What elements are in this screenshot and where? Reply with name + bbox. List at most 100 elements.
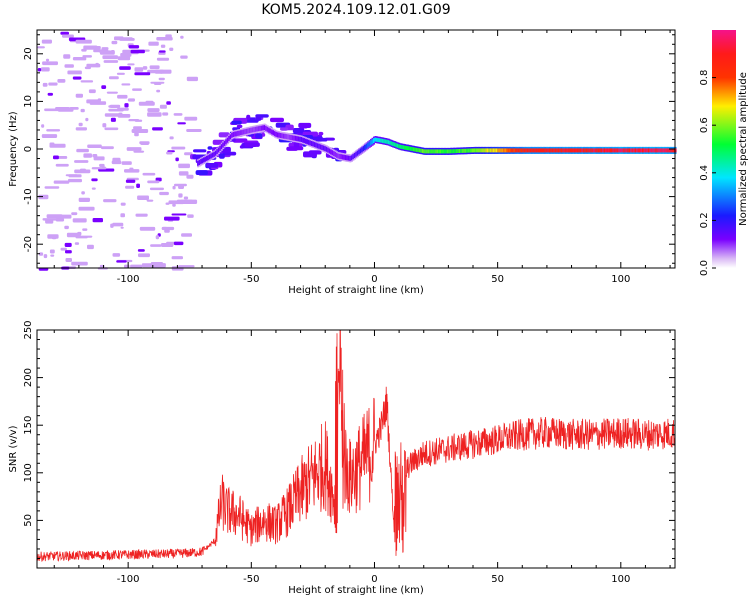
ridge-cell	[591, 148, 594, 153]
ridge-cell	[402, 145, 405, 150]
ridge-cell	[299, 136, 302, 142]
ridge-cell	[441, 149, 444, 154]
ridge-cell	[544, 148, 547, 153]
snr-frame	[36, 329, 676, 569]
ridge-cell	[328, 148, 331, 154]
noise-cell	[75, 93, 83, 98]
signal-cell	[219, 153, 225, 159]
ridge-cell	[362, 146, 365, 152]
ridge-cell	[405, 145, 408, 150]
ridge-cell	[222, 142, 225, 148]
noise-cell	[186, 76, 198, 82]
noise-cell	[103, 60, 119, 63]
ridge-cell	[581, 148, 584, 153]
ridge-cell	[472, 148, 475, 153]
noise-cell	[64, 242, 72, 247]
noise-cell	[44, 108, 60, 112]
ridge-cell	[531, 148, 534, 153]
ridge-cell	[538, 148, 541, 153]
ridge-cell	[537, 148, 540, 153]
noise-cell	[103, 199, 117, 203]
ridge-cell	[302, 137, 305, 143]
signal-cell	[218, 132, 230, 138]
ridge-cell	[228, 136, 231, 141]
signal-cell	[270, 117, 284, 123]
colorbar-tick-label: 0.2	[699, 212, 710, 228]
noise-cell	[119, 66, 131, 70]
noise-cell	[72, 57, 87, 61]
ridge-cell	[365, 143, 368, 149]
noise-cell	[166, 101, 171, 105]
ridge-cell	[464, 148, 467, 153]
noise-cell	[137, 195, 149, 200]
ridge-cell	[284, 133, 287, 139]
noise-cell	[152, 127, 163, 131]
noise-cell	[159, 191, 169, 196]
ridge-cell	[296, 136, 299, 142]
ridge-cell	[498, 148, 501, 153]
ridge-cell	[457, 149, 460, 153]
noise-cell	[149, 187, 164, 191]
signal-cell	[255, 115, 262, 121]
noise-cell	[37, 46, 45, 49]
ridge-cell	[344, 155, 347, 161]
ridge-cell	[491, 148, 494, 153]
noise-cell	[134, 119, 143, 122]
noise-cell	[74, 160, 89, 163]
ridge-cell	[337, 153, 340, 159]
ridge-cell	[566, 148, 569, 153]
noise-cell	[42, 82, 48, 87]
noise-cell	[178, 163, 190, 169]
noise-cell	[147, 108, 160, 112]
ridge-cell	[269, 128, 272, 134]
ridge-cell	[486, 148, 489, 153]
ridge-cell	[399, 144, 402, 149]
ridge-cell	[557, 148, 560, 153]
noise-cell	[172, 203, 176, 207]
ridge-cell	[619, 148, 622, 153]
noise-cell	[117, 107, 129, 111]
ridge-cell	[322, 145, 325, 151]
noise-cell	[134, 72, 151, 76]
ridge-cell	[350, 155, 353, 161]
signal-cell	[207, 146, 213, 150]
ridge-cell	[211, 152, 214, 158]
noise-cell	[132, 88, 142, 91]
ridge-cell	[370, 140, 373, 146]
ridge-cell	[553, 148, 556, 153]
noise-cell	[74, 242, 80, 245]
noise-cell	[187, 214, 194, 218]
ridge-cell	[421, 149, 424, 153]
noise-cell	[88, 89, 96, 94]
noise-cell	[186, 174, 194, 179]
ridge-cell	[260, 125, 263, 131]
noise-cell	[178, 171, 189, 176]
noise-cell	[165, 202, 170, 205]
ridge-cell	[250, 127, 253, 133]
ridge-cell	[541, 148, 544, 153]
ridge-cell	[647, 148, 650, 153]
x-tick-label: 100	[611, 274, 630, 285]
ridge-cell	[452, 149, 455, 154]
ridge-cell	[550, 148, 553, 153]
ridge-cell	[417, 148, 420, 153]
ridge-cell	[650, 148, 653, 153]
signal-cell	[280, 127, 289, 131]
noise-cell	[130, 264, 143, 269]
ridge-cell	[485, 148, 488, 153]
x-tick-label: 0	[371, 574, 377, 585]
colorbar-tick-label: 0.8	[699, 70, 710, 86]
ridge-cell	[517, 148, 520, 153]
noise-cell	[150, 244, 162, 247]
ridge-cell	[606, 148, 609, 153]
noise-cell	[121, 161, 132, 165]
ridge-cell	[664, 148, 667, 153]
noise-cell	[102, 55, 118, 60]
ridge-cell	[268, 127, 271, 133]
ridge-cell	[381, 138, 384, 143]
ridge-cell	[253, 127, 256, 133]
ridge-cell	[241, 129, 244, 135]
ridge-cell	[513, 148, 516, 153]
ridge-cell	[395, 143, 398, 148]
ridge-cell	[554, 148, 557, 153]
